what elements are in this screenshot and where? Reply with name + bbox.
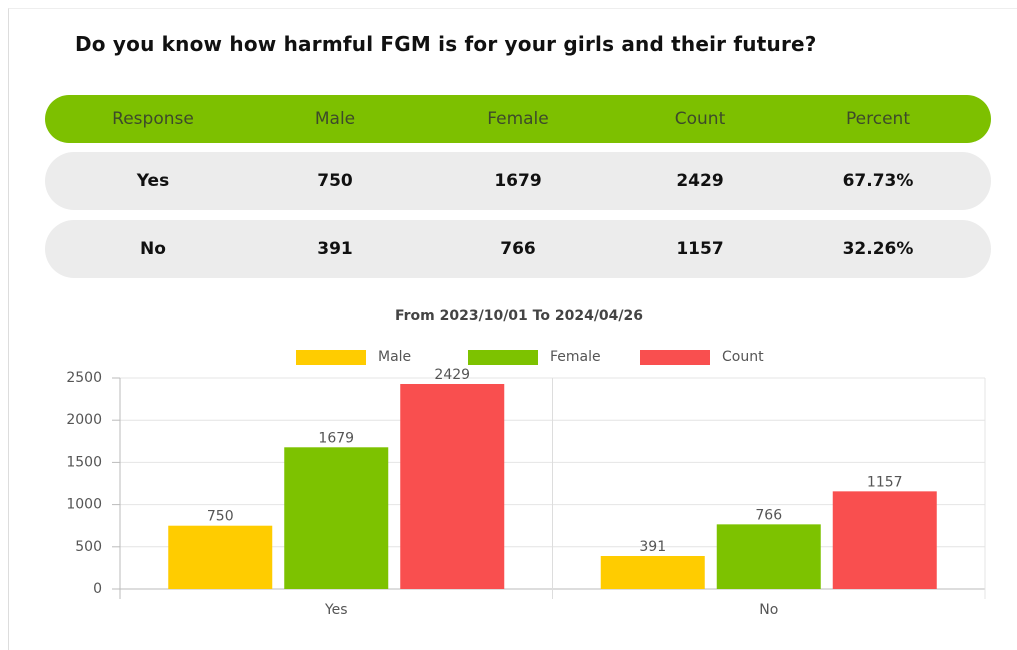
x-tick-label: No	[759, 602, 778, 618]
y-tick-label: 0	[93, 581, 102, 597]
bar	[284, 447, 389, 589]
chart-title: From 2023/10/01 To 2024/04/26	[395, 308, 643, 324]
bar	[400, 383, 505, 589]
y-tick-label: 2000	[66, 412, 102, 428]
data-label: 391	[639, 539, 666, 555]
legend-label: Count	[722, 349, 764, 365]
table-cell: 67.73%	[842, 171, 914, 191]
legend-label: Male	[378, 349, 411, 365]
bar	[600, 555, 705, 589]
table-cell: 32.26%	[842, 239, 914, 259]
header-cell: Percent	[846, 109, 910, 129]
table-header: Response Male Female Count Percent	[45, 95, 991, 143]
bar	[168, 525, 273, 589]
table-cell: 391	[317, 239, 353, 259]
legend-label: Female	[550, 349, 601, 365]
legend-swatch	[296, 350, 366, 365]
table-cell: No	[140, 239, 166, 259]
table-cell: 750	[317, 171, 353, 191]
header-cell: Female	[487, 109, 549, 129]
x-tick-label: Yes	[324, 602, 348, 618]
header-cell: Count	[674, 109, 726, 129]
legend-swatch	[640, 350, 710, 365]
data-label: 2429	[434, 367, 470, 383]
data-label: 1679	[318, 430, 354, 446]
header-cell: Male	[314, 109, 356, 129]
frame	[8, 8, 1017, 650]
y-tick-label: 1000	[66, 497, 102, 513]
question-title: Do you know how harmful FGM is for your …	[75, 32, 817, 56]
legend-swatch	[468, 350, 538, 365]
data-label: 766	[755, 507, 782, 523]
data-label: 750	[207, 509, 234, 525]
table-cell: 2429	[676, 171, 724, 191]
table-cell: 1157	[676, 239, 724, 259]
data-label: 1157	[867, 474, 903, 490]
table-cell: 1679	[494, 171, 542, 191]
y-tick-label: 1500	[66, 454, 102, 470]
table-cell: Yes	[136, 171, 170, 191]
y-tick-label: 500	[75, 539, 102, 555]
table-row: Yes 750 1679 2429 67.73%	[45, 152, 991, 210]
table-cell: 766	[500, 239, 536, 259]
table-row: No 391 766 1157 32.26%	[45, 220, 991, 278]
bar	[716, 524, 821, 589]
header-cell: Response	[112, 109, 194, 129]
bar	[832, 491, 937, 589]
y-tick-label: 2500	[66, 370, 102, 386]
